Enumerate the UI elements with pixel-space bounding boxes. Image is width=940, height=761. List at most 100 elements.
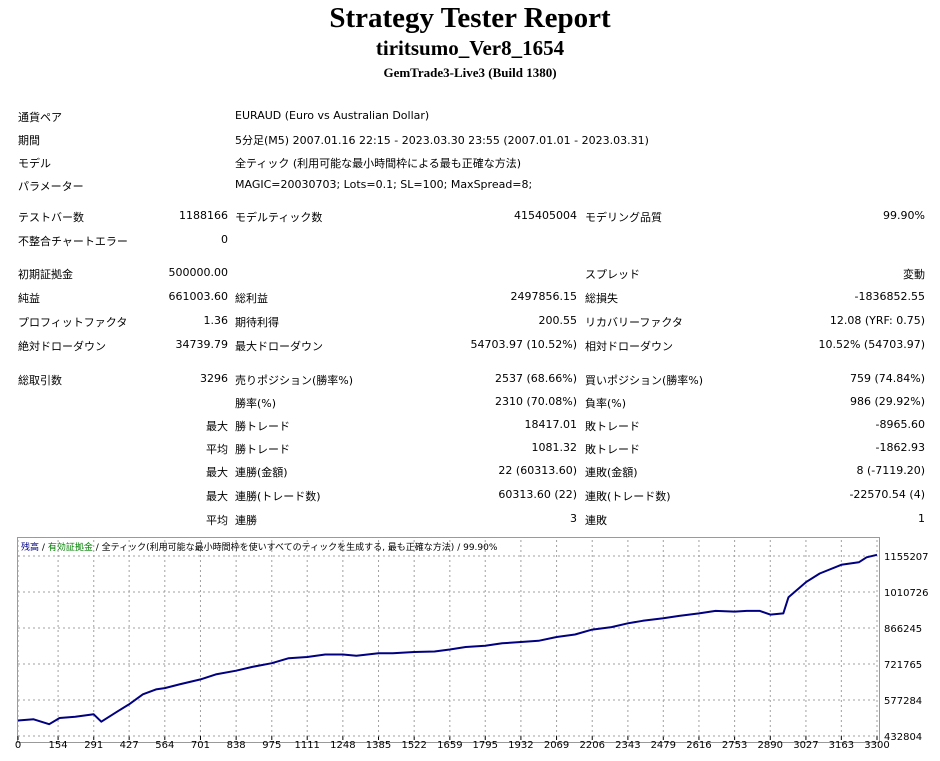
legend-separator: / [96,543,99,553]
model-label: モデル [18,155,51,171]
avg-consec-losses-value: 1 [918,512,925,525]
max-consec-loss-label: 連敗(トレード数) [585,488,671,504]
abs-dd-value: 34739.79 [176,338,229,351]
row-deposit: 初期証拠金 500000.00 スプレッド 変動 [0,263,940,283]
row-period: 期間 5分足(M5) 2007.01.16 22:15 - 2023.03.30… [0,129,940,149]
long-label: 買いポジション(勝率%) [585,372,703,388]
largest-loss-label: 敗トレード [585,418,640,434]
short-label: 売りポジション(勝率%) [235,372,353,388]
max-consec-losses-value: 8 (-7119.20) [856,464,925,477]
row-average: 平均 勝トレード 1081.32 敗トレード -1862.93 [0,438,940,458]
row-largest: 最大 勝トレード 18417.01 敗トレード -8965.60 [0,415,940,435]
quality-value: 99.90% [883,209,925,222]
max-dd-label: 最大ドローダウン [235,338,323,354]
y-tick-label: 721765 [884,660,922,671]
row-avg-consec: 平均 連勝 3 連敗 1 [0,509,940,529]
y-tick-label: 1010726 [884,588,929,599]
gross-profit-value: 2497856.15 [511,290,577,303]
average-loss-value: -1862.93 [876,441,925,454]
loss-rate-value: 986 (29.92%) [850,395,925,408]
spread-label: スプレッド [585,266,640,282]
symbol-value: EURAUD (Euro vs Australian Dollar) [235,109,429,122]
y-tick-label: 866245 [884,624,922,635]
avg-consec-wins-label: 連勝 [235,512,257,528]
trades-value: 3296 [200,372,228,385]
model-value: 全ティック (利用可能な最小時間枠による最も正確な方法) [235,155,521,171]
deposit-label: 初期証拠金 [18,266,73,282]
row-params: パラメーター MAGIC=20030703; Lots=0.1; SL=100;… [0,175,940,195]
params-value: MAGIC=20030703; Lots=0.1; SL=100; MaxSpr… [235,178,532,191]
row-max-consec-trades: 最大 連勝(トレード数) 60313.60 (22) 連敗(トレード数) -22… [0,485,940,505]
pf-label: プロフィットファクタ [18,314,127,330]
max-consec-losses-label: 連敗(金額) [585,464,638,480]
mismatch-value: 0 [221,233,228,246]
max-consec-profit-value: 60313.60 (22) [498,488,577,501]
chart-legend: 残高 / 有効証拠金 / 全ティック(利用可能な最小時間枠を使いすべてのティック… [21,540,497,553]
net-value: 661003.60 [169,290,229,303]
row-mismatch: 不整合チャートエラー 0 [0,230,940,250]
abs-dd-label: 絶対ドローダウン [18,338,106,354]
short-value: 2537 (68.66%) [495,372,577,385]
rel-dd-value: 10.52% (54703.97) [818,338,925,351]
symbol-label: 通貨ペア [18,109,62,125]
max-consec-wins-label: 連勝(金額) [235,464,288,480]
row-pf: プロフィットファクタ 1.36 期待利得 200.55 リカバリーファクタ 12… [0,311,940,331]
recovery-value: 12.08 (YRF: 0.75) [830,314,925,327]
row-model: モデル 全ティック (利用可能な最小時間枠による最も正確な方法) [0,152,940,172]
legend-balance: 残高 [21,543,39,553]
max-consec-loss-value: -22570.54 (4) [849,488,925,501]
average-win-label: 勝トレード [235,441,290,457]
row-winrate: 勝率(%) 2310 (70.08%) 負率(%) 986 (29.92%) [0,392,940,412]
average-prefix: 平均 [206,441,228,457]
recovery-label: リカバリーファクタ [585,314,683,330]
max-consec-wins-value: 22 (60313.60) [498,464,577,477]
average-loss-label: 敗トレード [585,441,640,457]
largest-win-value: 18417.01 [525,418,578,431]
row-symbol: 通貨ペア EURAUD (Euro vs Australian Dollar) [0,106,940,126]
y-tick-label: 432804 [884,732,922,743]
long-value: 759 (74.84%) [850,372,925,385]
params-label: パラメーター [18,178,84,194]
pf-value: 1.36 [204,314,229,327]
report-title: Strategy Tester Report [0,2,940,35]
deposit-value: 500000.00 [169,266,229,279]
spread-value: 変動 [903,266,925,282]
ticks-label: モデルティック数 [235,209,322,225]
win-rate-label: 勝率(%) [235,395,276,411]
row-dd: 絶対ドローダウン 34739.79 最大ドローダウン 54703.97 (10.… [0,335,940,355]
rel-dd-label: 相対ドローダウン [585,338,673,354]
quality-label: モデリング品質 [585,209,662,225]
row-trades: 総取引数 3296 売りポジション(勝率%) 2537 (68.66%) 買いポ… [0,369,940,389]
period-value: 5分足(M5) 2007.01.16 22:15 - 2023.03.30 23… [235,132,649,148]
gross-loss-label: 総損失 [585,290,618,306]
y-tick-label: 577284 [884,696,922,707]
win-rate-value: 2310 (70.08%) [495,395,577,408]
max-consec-profit-label: 連勝(トレード数) [235,488,321,504]
expected-label: 期待利得 [235,314,279,330]
largest-prefix: 最大 [206,418,228,434]
mismatch-label: 不整合チャートエラー [18,233,128,249]
legend-separator: / [42,543,45,553]
legend-separator: / [457,543,460,553]
max-dd-value: 54703.97 (10.52%) [470,338,577,351]
max-consec-prefix: 最大 [206,464,228,480]
loss-rate-label: 負率(%) [585,395,626,411]
gross-loss-value: -1836852.55 [855,290,925,303]
avg-consec-prefix: 平均 [206,512,228,528]
max-consec-profit-prefix: 最大 [206,488,228,504]
avg-consec-wins-value: 3 [570,512,577,525]
server-build: GemTrade3-Live3 (Build 1380) [0,65,940,81]
row-max-consec-money: 最大 連勝(金額) 22 (60313.60) 連敗(金額) 8 (-7119.… [0,461,940,481]
legend-quality: 99.90% [463,543,497,553]
bars-label: テストバー数 [18,209,84,225]
trades-label: 総取引数 [18,372,62,388]
gross-profit-label: 総利益 [235,290,268,306]
avg-consec-losses-label: 連敗 [585,512,607,528]
row-net: 純益 661003.60 総利益 2497856.15 総損失 -1836852… [0,287,940,307]
balance-chart-frame [17,537,880,743]
row-bars: テストバー数 1188166 モデルティック数 415405004 モデリング品… [0,206,940,226]
average-win-value: 1081.32 [532,441,578,454]
net-label: 純益 [18,290,40,306]
period-label: 期間 [18,132,40,148]
y-tick-label: 1155207 [884,552,929,563]
